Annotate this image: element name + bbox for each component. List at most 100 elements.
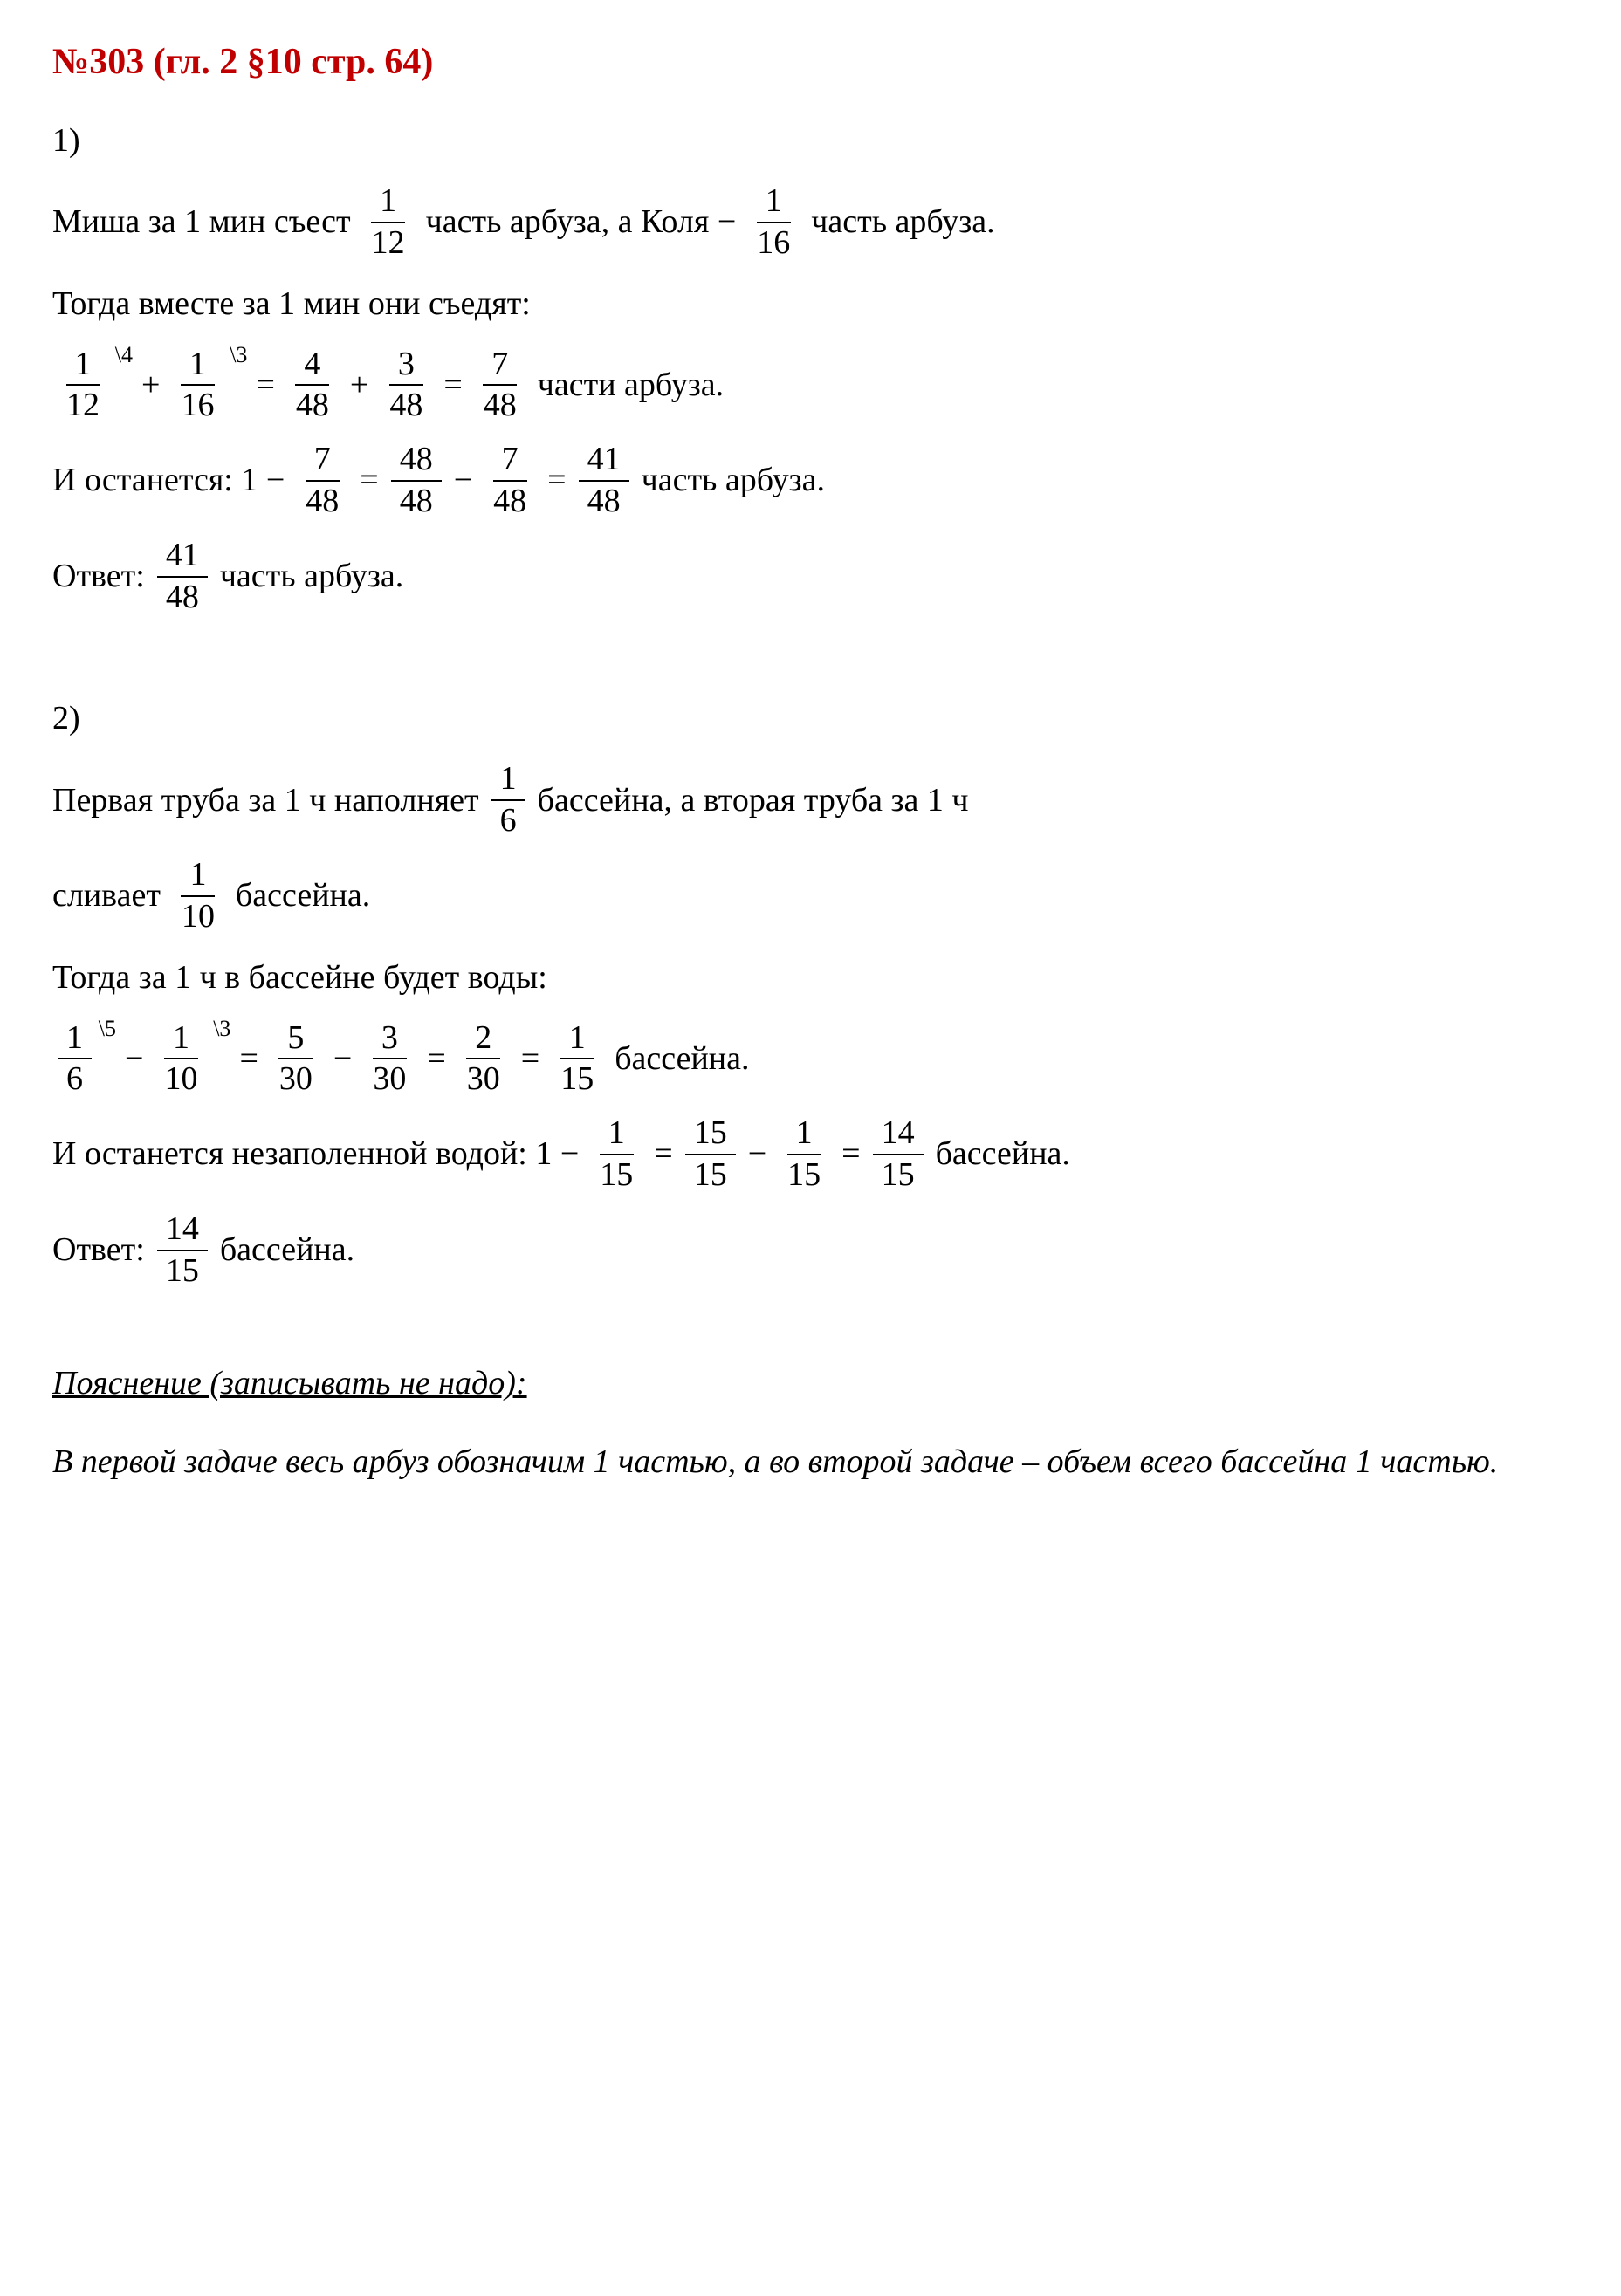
denominator: 48	[391, 482, 442, 520]
reduction-sup: \3	[230, 343, 247, 368]
part1-line2: Тогда вместе за 1 мин они съедят:	[52, 279, 1569, 329]
numerator: 3	[389, 346, 423, 387]
fraction: 48 48	[391, 442, 442, 520]
part2-line1: Первая труба за 1 ч наполняет 1 6 бассей…	[52, 761, 1569, 840]
text: бассейна.	[615, 1034, 749, 1084]
numerator: 1	[560, 1020, 594, 1060]
fraction: 1 6	[491, 761, 525, 840]
numerator: 1	[491, 761, 525, 801]
operator: +	[141, 360, 160, 410]
answer-label: Ответ:	[52, 1225, 145, 1275]
part1-remain: И останется: 1 − 7 48 = 48 48 − 7 48 = 4…	[52, 442, 1569, 520]
fraction: 4 48	[287, 346, 338, 425]
denominator: 30	[364, 1059, 415, 1098]
text: часть арбуза, а Коля −	[426, 197, 737, 247]
fraction: 41 48	[157, 538, 208, 616]
denominator: 15	[685, 1155, 736, 1194]
fraction: 5 30	[271, 1020, 321, 1099]
equals: =	[547, 456, 566, 505]
numerator: 7	[306, 442, 340, 482]
explanation-body: В первой задаче весь арбуз обозначим 1 ч…	[52, 1426, 1569, 1499]
fraction: 1 16 \3	[172, 346, 223, 425]
denominator: 30	[458, 1059, 509, 1098]
numerator: 14	[873, 1115, 924, 1155]
numerator: 41	[579, 442, 629, 482]
denominator: 30	[271, 1059, 321, 1098]
reduction-sup: \5	[99, 1017, 116, 1042]
fraction: 1 15	[779, 1115, 829, 1194]
fraction: 15 15	[685, 1115, 736, 1194]
reduction-sup: \3	[213, 1017, 230, 1042]
numerator: 41	[157, 538, 208, 578]
numerator: 15	[685, 1115, 736, 1155]
fraction: 14 15	[157, 1211, 208, 1290]
denominator: 15	[779, 1155, 829, 1194]
fraction: 7 48	[484, 442, 535, 520]
denominator: 48	[157, 578, 208, 616]
text: часть арбуза.	[220, 552, 403, 601]
equals: =	[654, 1129, 672, 1179]
text: бассейна.	[936, 1129, 1070, 1179]
denominator: 12	[363, 223, 414, 262]
problem-title: №303 (гл. 2 §10 стр. 64)	[52, 35, 1569, 90]
text: бассейна, а вторая труба за 1 ч	[538, 776, 969, 826]
numerator: 1	[164, 1020, 198, 1060]
reduction-sup: \4	[115, 343, 133, 368]
denominator: 15	[873, 1155, 924, 1194]
numerator: 1	[66, 346, 100, 387]
denominator: 10	[173, 897, 223, 936]
text: бассейна.	[220, 1225, 354, 1275]
equals: =	[841, 1129, 860, 1179]
part2-line3: Тогда за 1 ч в бассейне будет воды:	[52, 953, 1569, 1003]
part2-remain: И останется незаполенной водой: 1 − 1 15…	[52, 1115, 1569, 1194]
operator: +	[350, 360, 368, 410]
equals: =	[443, 360, 462, 410]
part1-line1: Миша за 1 мин съест 1 12 часть арбуза, а…	[52, 183, 1569, 262]
fraction: 1 12 \4	[58, 346, 108, 425]
fraction: 7 48	[297, 442, 347, 520]
numerator: 1	[787, 1115, 821, 1155]
text: Миша за 1 мин съест	[52, 197, 351, 247]
text: Первая труба за 1 ч наполняет	[52, 776, 479, 826]
denominator: 48	[297, 482, 347, 520]
numerator: 5	[278, 1020, 313, 1060]
numerator: 7	[483, 346, 517, 387]
part1-number: 1)	[52, 116, 1569, 166]
denominator: 48	[579, 482, 629, 520]
fraction: 1 6 \5	[58, 1020, 92, 1099]
numerator: 1	[58, 1020, 92, 1060]
denominator: 48	[484, 482, 535, 520]
fraction: 1 12	[363, 183, 414, 262]
numerator: 1	[600, 1115, 634, 1155]
explanation-title: Пояснение (записывать не надо):	[52, 1359, 1569, 1408]
denominator: 15	[552, 1059, 602, 1098]
equals: =	[256, 360, 274, 410]
fraction: 1 16	[748, 183, 799, 262]
denominator: 16	[748, 223, 799, 262]
denominator: 6	[58, 1059, 92, 1098]
numerator: 2	[466, 1020, 500, 1060]
numerator: 1	[371, 183, 405, 223]
text: части арбуза.	[538, 360, 724, 410]
part2-answer: Ответ: 14 15 бассейна.	[52, 1211, 1569, 1290]
numerator: 48	[391, 442, 442, 482]
numerator: 1	[757, 183, 791, 223]
numerator: 1	[181, 857, 215, 897]
text: бассейна.	[236, 871, 370, 921]
part2-line2: сливает 1 10 бассейна.	[52, 857, 1569, 936]
numerator: 14	[157, 1211, 208, 1251]
answer-label: Ответ:	[52, 552, 145, 601]
numerator: 7	[493, 442, 527, 482]
text: И останется: 1 −	[52, 456, 285, 505]
equals: =	[360, 456, 378, 505]
fraction: 3 30	[364, 1020, 415, 1099]
equals: =	[239, 1034, 258, 1084]
fraction: 41 48	[579, 442, 629, 520]
text: И останется незаполенной водой: 1 −	[52, 1129, 579, 1179]
operator: −	[748, 1129, 766, 1179]
equals: =	[521, 1034, 539, 1084]
fraction: 1 10	[173, 857, 223, 936]
part1-answer: Ответ: 41 48 часть арбуза.	[52, 538, 1569, 616]
equals: =	[427, 1034, 445, 1084]
denominator: 48	[381, 386, 431, 424]
